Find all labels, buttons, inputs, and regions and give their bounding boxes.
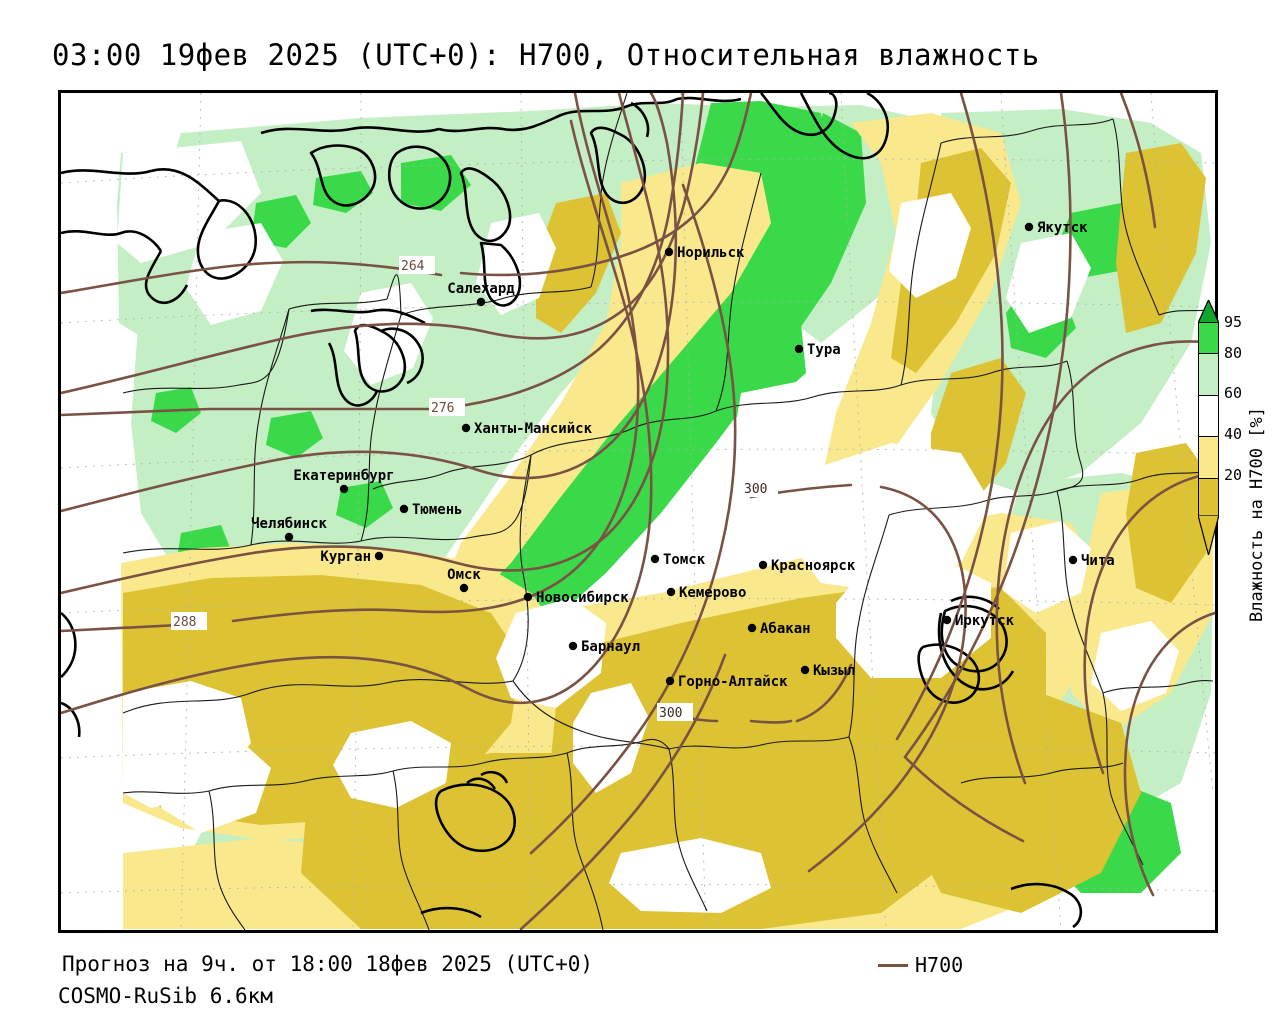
model-name-line: COSMO-RuSib 6.6км	[58, 984, 273, 1008]
city-label: Ханты-Мансийск	[474, 421, 593, 437]
colorbar-over-arrow	[1197, 298, 1220, 324]
city-label: Кызыл	[813, 663, 855, 679]
svg-text:300: 300	[744, 482, 767, 497]
city-marker	[399, 504, 409, 514]
city-label: Барнаул	[581, 639, 640, 655]
city-label: Новосибирск	[536, 590, 629, 606]
city-marker	[664, 247, 674, 257]
contour-276b	[451, 93, 685, 409]
colorbar-band-60-80	[1199, 353, 1218, 395]
contour-276	[61, 407, 435, 417]
city-marker	[665, 676, 675, 686]
colorbar[interactable]	[1198, 322, 1219, 519]
city-marker	[459, 583, 469, 593]
h700-line-swatch	[878, 963, 908, 967]
city-marker	[1024, 222, 1034, 232]
svg-text:276: 276	[431, 401, 454, 416]
map-svg: 264 276 288 300 300 Якутск Норильск Салеха…	[61, 93, 1215, 930]
contour-300-south-b	[749, 719, 793, 724]
contour-value-labels: 264 276 288 300 300	[171, 256, 778, 721]
colorbar-band-80-95	[1199, 323, 1218, 354]
svg-text:288: 288	[173, 615, 196, 630]
page-title: 03:00 19фев 2025 (UTC+0): H700, Относите…	[52, 38, 1040, 72]
city-label: Тура	[807, 342, 841, 358]
city-marker	[374, 551, 384, 561]
colorbar-under-arrow	[1197, 514, 1220, 558]
city-marker	[461, 423, 471, 433]
city-marker	[476, 297, 486, 307]
colorbar-tick-20: 20	[1224, 466, 1243, 485]
city-marker	[942, 615, 952, 625]
colorbar-tick-60: 60	[1224, 384, 1243, 403]
colorbar-tick-95: 95	[1224, 313, 1243, 331]
city-label: Челябинск	[251, 516, 327, 532]
city-marker	[1068, 555, 1078, 565]
city-label: Екатеринбург	[293, 468, 394, 484]
city-label: Салехард	[447, 281, 515, 297]
city-marker	[568, 641, 578, 651]
colorbar-band-20-40	[1199, 436, 1218, 478]
city-marker	[747, 623, 757, 633]
city-label: Курган	[320, 549, 371, 565]
colorbar-band-40-60	[1199, 394, 1218, 437]
colorbar-tick-40: 40	[1224, 425, 1243, 444]
city-marker	[523, 592, 533, 602]
city-label: Якутск	[1037, 220, 1088, 236]
city-marker	[794, 344, 804, 354]
city-label: Горно-Алтайск	[678, 674, 788, 690]
city-label: Абакан	[760, 621, 811, 637]
colorbar-band-0-20	[1199, 477, 1218, 519]
city-label: Кемерово	[679, 585, 746, 601]
svg-text:264: 264	[401, 259, 425, 274]
contour-300-north-b	[879, 485, 967, 789]
city-label: Красноярск	[771, 558, 856, 574]
city-marker	[666, 587, 676, 597]
map-frame[interactable]: 264 276 288 300 300 Якутск Норильск Салеха…	[58, 90, 1218, 933]
city-marker	[800, 665, 810, 675]
svg-text:300: 300	[659, 706, 682, 721]
legend-h700: H700	[878, 952, 963, 978]
h700-contours	[61, 93, 1215, 930]
h700-legend-label: H700	[915, 953, 964, 977]
city-label: Чита	[1081, 553, 1115, 569]
contour-264b	[459, 93, 753, 277]
city-label: Иркутск	[955, 613, 1015, 629]
colorbar-axis-title: Влажность на H700 [%]	[1247, 407, 1267, 623]
city-marker	[339, 484, 349, 494]
city-marker	[758, 560, 768, 570]
map-canvas[interactable]: 264 276 288 300 300 Якутск Норильск Салеха…	[61, 93, 1215, 930]
city-marker	[284, 532, 294, 542]
forecast-info-line: Прогноз на 9ч. от 18:00 18фев 2025 (UTC+…	[62, 952, 594, 976]
colorbar-tick-80: 80	[1224, 343, 1243, 362]
city-label: Норильск	[677, 245, 745, 261]
contour-288b	[231, 93, 640, 623]
city-marker	[650, 554, 660, 564]
city-label: Тюмень	[412, 502, 463, 518]
city-label: Томск	[663, 552, 706, 568]
city-layer: Якутск Норильск Салехард Тура Ханты-Мансийск…	[251, 220, 1115, 690]
city-label: Омск	[447, 567, 481, 583]
contour-264	[61, 260, 443, 295]
